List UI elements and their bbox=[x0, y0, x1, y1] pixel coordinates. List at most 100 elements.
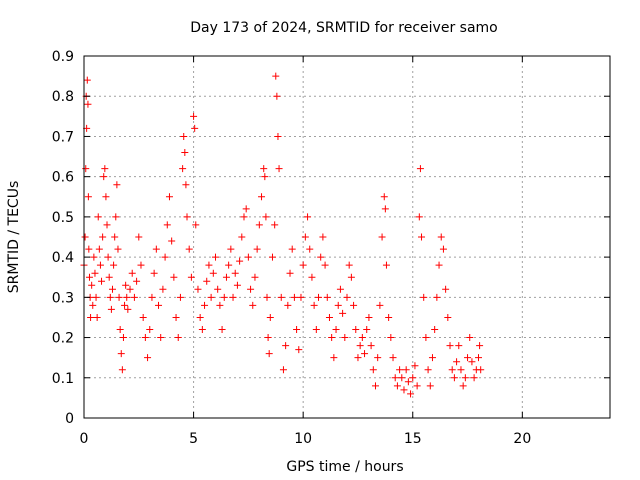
data-point bbox=[476, 342, 484, 350]
data-point bbox=[251, 273, 259, 281]
data-point bbox=[100, 173, 108, 181]
y-tick-label: 0.8 bbox=[52, 89, 74, 105]
data-point bbox=[319, 233, 327, 241]
data-point bbox=[279, 366, 287, 374]
data-point bbox=[102, 193, 110, 201]
data-point bbox=[84, 100, 92, 108]
data-point bbox=[411, 362, 419, 370]
data-point bbox=[304, 213, 312, 221]
data-point bbox=[152, 245, 160, 253]
data-point bbox=[216, 301, 224, 309]
data-point bbox=[263, 293, 271, 301]
data-point bbox=[130, 293, 138, 301]
data-point bbox=[424, 366, 432, 374]
data-point bbox=[336, 285, 344, 293]
data-point bbox=[341, 334, 349, 342]
y-tick-label: 0 bbox=[65, 411, 74, 427]
data-point bbox=[236, 257, 244, 265]
data-point bbox=[402, 366, 410, 374]
data-point bbox=[128, 269, 136, 277]
data-point bbox=[165, 193, 173, 201]
data-point bbox=[268, 253, 276, 261]
data-point bbox=[258, 193, 266, 201]
data-point bbox=[249, 301, 257, 309]
data-point bbox=[185, 245, 193, 253]
x-tick-label: 10 bbox=[294, 431, 312, 447]
data-point bbox=[448, 366, 456, 374]
data-point bbox=[347, 273, 355, 281]
data-point bbox=[282, 342, 290, 350]
data-point bbox=[107, 305, 115, 313]
y-tick-label: 0.4 bbox=[52, 250, 74, 266]
data-point bbox=[123, 293, 131, 301]
data-point bbox=[117, 350, 125, 358]
data-point bbox=[118, 366, 126, 374]
data-point bbox=[439, 245, 447, 253]
data-point bbox=[122, 281, 130, 289]
data-point bbox=[428, 354, 436, 362]
data-point bbox=[114, 245, 122, 253]
data-point bbox=[222, 273, 230, 281]
data-point bbox=[174, 334, 182, 342]
data-point bbox=[98, 277, 106, 285]
axis-ticks bbox=[83, 55, 610, 419]
data-point bbox=[137, 261, 145, 269]
data-point bbox=[144, 354, 152, 362]
data-point bbox=[468, 358, 476, 366]
data-point bbox=[464, 354, 472, 362]
data-point bbox=[238, 233, 246, 241]
data-point bbox=[315, 293, 323, 301]
data-point bbox=[323, 293, 331, 301]
data-point bbox=[227, 245, 235, 253]
data-point bbox=[416, 165, 424, 173]
data-point bbox=[191, 124, 199, 132]
data-point bbox=[87, 313, 95, 321]
data-point bbox=[437, 233, 445, 241]
y-tick-label: 0.2 bbox=[52, 331, 74, 347]
data-point bbox=[119, 334, 127, 342]
data-point bbox=[183, 213, 191, 221]
data-point bbox=[92, 293, 100, 301]
data-point bbox=[446, 342, 454, 350]
data-point bbox=[325, 313, 333, 321]
data-point bbox=[146, 326, 154, 334]
data-point bbox=[317, 253, 325, 261]
data-point bbox=[297, 293, 305, 301]
data-point bbox=[182, 181, 190, 189]
data-point bbox=[398, 374, 406, 382]
y-tick-label: 0.1 bbox=[52, 371, 74, 387]
y-tick-label: 0.6 bbox=[52, 170, 74, 186]
data-point bbox=[255, 221, 263, 229]
data-point bbox=[332, 326, 340, 334]
data-point bbox=[374, 354, 382, 362]
y-tick-label: 0.5 bbox=[52, 210, 74, 226]
data-point bbox=[470, 374, 478, 382]
data-point bbox=[310, 301, 318, 309]
x-tick-label: 0 bbox=[80, 431, 89, 447]
data-point bbox=[308, 273, 316, 281]
data-point bbox=[301, 233, 309, 241]
data-point bbox=[90, 253, 98, 261]
data-point bbox=[240, 213, 248, 221]
data-point bbox=[84, 193, 92, 201]
y-tick-label: 0.3 bbox=[52, 290, 74, 306]
data-point bbox=[381, 205, 389, 213]
data-point bbox=[369, 366, 377, 374]
data-point bbox=[253, 245, 261, 253]
data-point bbox=[94, 213, 102, 221]
y-tick-label: 0.7 bbox=[52, 129, 74, 145]
data-point bbox=[113, 181, 121, 189]
y-tick-label: 0.9 bbox=[52, 49, 74, 65]
data-point bbox=[95, 245, 103, 253]
data-point bbox=[209, 269, 217, 277]
data-point bbox=[82, 165, 90, 173]
data-point bbox=[393, 382, 401, 390]
data-point bbox=[83, 76, 91, 84]
data-point bbox=[231, 269, 239, 277]
y-axis-label: SRMTID / TECUs bbox=[6, 181, 22, 294]
data-point bbox=[275, 165, 283, 173]
data-points bbox=[80, 72, 485, 398]
data-point bbox=[345, 261, 353, 269]
data-point bbox=[126, 285, 134, 293]
